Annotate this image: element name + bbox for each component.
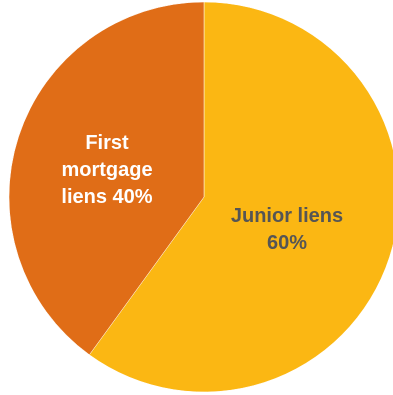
pie-slice-label-2: First mortgage liens 40% (61, 132, 152, 208)
pie-slice-label-1: Junior liens 60% (231, 205, 343, 254)
pie-labels: Junior liens 60% First mortgage liens 40% (61, 132, 343, 254)
pie-slice-2 (8, 1, 205, 356)
pie-slices (8, 1, 393, 393)
pie-slice-label-line: liens 40% (61, 186, 152, 208)
pie-slice-label-line: Junior liens (231, 205, 343, 227)
pie-slice-label-line: 60% (267, 232, 307, 254)
pie-slice-label-line: mortgage (61, 159, 152, 181)
pie-slice-label-line: First (85, 132, 129, 154)
pie-slice-1 (89, 1, 393, 393)
